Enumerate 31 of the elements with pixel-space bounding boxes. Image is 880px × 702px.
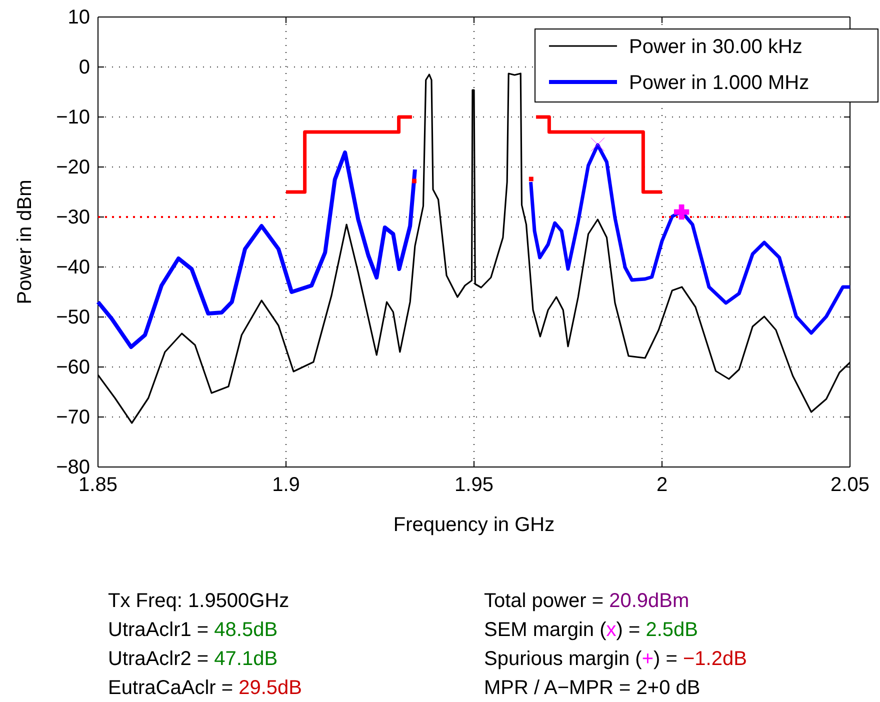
y-tick-label: −10 (56, 106, 90, 128)
point (528, 176, 534, 182)
text: UtraAclr2 = 47.1dB (108, 648, 278, 670)
x-tick-label: 2.05 (830, 474, 870, 496)
y-tick-label: −60 (56, 356, 90, 378)
y-tick-label: −40 (56, 256, 90, 278)
y-tick-label: −70 (56, 406, 90, 428)
text: Tx Freq: 1.9500GHz (108, 590, 290, 612)
point (412, 178, 416, 184)
text: EutraCaAclr = 29.5dB (108, 677, 302, 699)
legend-label: Power in 1.000 MHz (629, 72, 810, 94)
y-tick-label: 10 (68, 6, 90, 28)
line-series (96, 150, 417, 349)
text: Total power = 20.9dBm (484, 590, 690, 612)
x-tick-label: 1.9 (272, 474, 300, 496)
text: UtraAclr1 = 48.5dB (108, 619, 278, 641)
x-tick-label: 1.95 (454, 474, 494, 496)
y-tick-label: −30 (56, 206, 90, 228)
y-tick-label: −20 (56, 156, 90, 178)
y-axis-title: Power in dBm (14, 180, 36, 304)
y-tick-label: −50 (56, 306, 90, 328)
legend-label: Power in 30.00 kHz (629, 36, 802, 58)
y-tick-label: 0 (78, 56, 90, 78)
x-tick-label: 2 (656, 474, 668, 496)
line-series (529, 143, 852, 335)
text: MPR / A−MPR = 2+0 dB (484, 677, 700, 699)
point (674, 204, 690, 220)
x-axis-title: Frequency in GHz (393, 514, 555, 536)
point (590, 138, 605, 152)
text: Spurious margin (+) = −1.2dB (484, 648, 747, 670)
text: SEM margin (x) = 2.5dB (484, 619, 698, 641)
